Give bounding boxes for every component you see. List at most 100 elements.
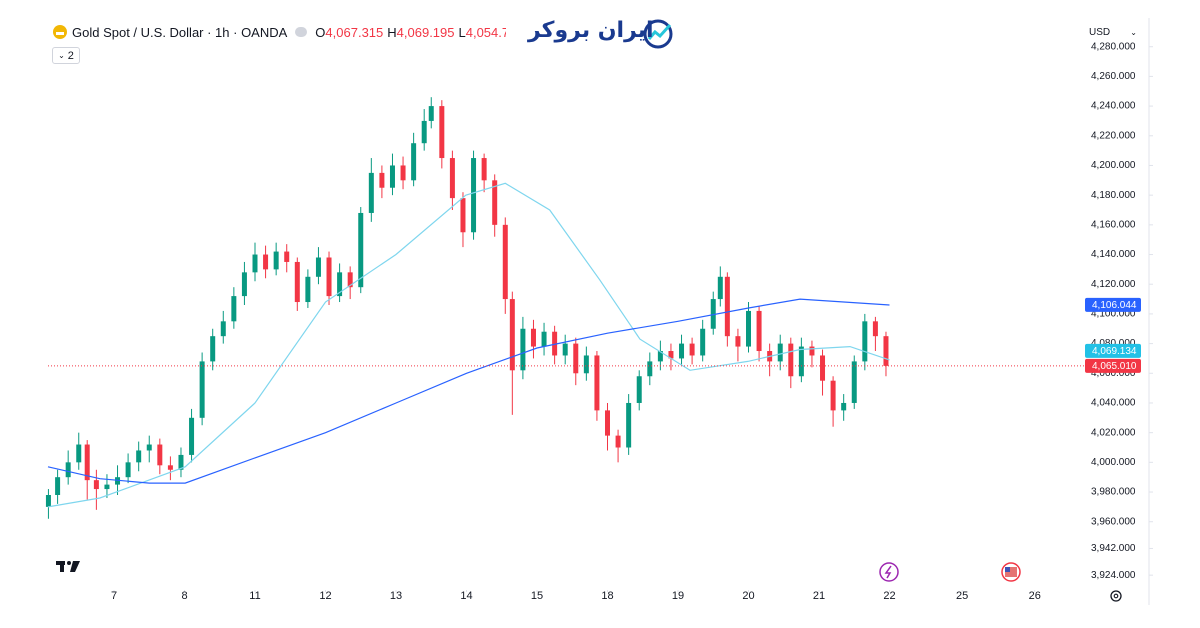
candle-body [379,172,385,188]
candle-body [294,261,300,303]
y-tick-label: 4,120.000 [1091,279,1136,290]
candle-body [756,310,762,352]
moving-average [47,298,890,484]
candle-body [315,257,321,277]
candle-body [284,251,290,262]
y-tick-label: 4,140.000 [1091,249,1136,260]
ohlc-value: 4,067.315 [325,24,384,40]
candle-body [241,272,247,297]
candle-body [178,454,184,470]
candle-body [252,254,258,273]
x-tick-label: 14 [460,590,472,602]
candle-body [449,158,455,199]
candle-body [851,361,857,403]
currency: USD [1089,26,1111,38]
candle-body [668,351,674,359]
x-tick-label: 18 [601,590,613,602]
y-tick-label: 4,240.000 [1091,101,1136,112]
candle-body [411,143,417,181]
symbol-name: Gold Spot / U.S. Dollar · 1h · OANDA [72,24,288,40]
y-tick-label: 4,100.000 [1091,309,1136,320]
candle-body [626,402,632,448]
candle-body [562,343,568,356]
x-tick-label: 12 [319,590,331,602]
ohlc-letter: L [458,24,466,40]
candle-body [530,328,536,347]
candle-body [210,336,216,362]
candle-body [84,444,90,481]
candle-body [220,321,226,337]
candle-body [76,444,82,463]
y-tick-label: 3,960.000 [1091,516,1136,527]
candle-body [841,402,847,411]
ohlc-value: 4,054.74 [465,24,506,40]
candle-body [93,480,99,490]
candle-body [862,321,868,362]
y-tick-label: 4,280.000 [1091,41,1136,52]
candle-body [263,254,269,270]
candle-body [583,355,589,374]
candle-body [136,450,142,463]
candle-body [273,251,279,270]
candle-body [798,346,804,377]
candle-body [746,310,751,347]
candle-body [326,257,332,297]
y-tick-label: 4,020.000 [1091,427,1136,438]
candles [45,97,889,519]
event-icon[interactable] [879,562,899,582]
candle-body [520,328,526,371]
candle-body [199,361,205,418]
currency-selector[interactable]: USD ⌄ [1085,23,1141,41]
moving-average [47,182,890,508]
candle-body [509,299,515,371]
candle-body [45,495,51,507]
tradingview-logo [56,561,80,572]
price-tag [1085,343,1141,358]
event-icon[interactable] [1001,562,1021,582]
ohlc-letter: H [387,24,397,40]
candle-body [679,343,685,359]
candle-body [104,484,110,490]
candle-body [55,477,61,495]
candle-body [872,321,878,337]
x-tick-label: 22 [883,590,895,602]
x-tick-label: 25 [956,590,968,602]
brand-name: ایران بروکر [528,18,654,43]
x-tick-label: 21 [813,590,825,602]
candle-body [389,165,395,188]
candle-body [820,355,826,381]
symbol-icon [53,25,67,39]
candle-body [492,180,498,225]
price-tag-label: 4,106.044 [1092,300,1137,311]
candle-body [157,444,163,466]
indicators-count: 2 [67,49,74,62]
candle-body [347,272,353,288]
candle-body [231,296,237,322]
x-tick-label: 8 [181,590,187,602]
indicators-toggle[interactable]: ⌄ 2 [52,47,80,64]
candle-body [189,417,195,455]
candle-body [65,462,71,478]
candle-body [439,106,445,159]
y-tick-label: 4,080.000 [1091,338,1136,349]
x-tick-label: 11 [249,590,260,602]
candle-body [883,336,889,366]
x-tick-label: 19 [672,590,684,602]
x-tick-label: 20 [742,590,754,602]
candle-body [115,477,121,485]
y-tick-label: 3,942.000 [1091,543,1136,554]
candle-body [125,462,131,478]
y-tick-label: 3,980.000 [1091,487,1136,498]
x-tick-label: 7 [111,590,117,602]
candle-body [305,276,311,303]
y-tick-label: 4,180.000 [1091,190,1136,201]
candle-body [830,380,836,411]
candle-body [502,224,508,300]
candle-body [552,331,558,356]
y-tick-label: 4,040.000 [1091,398,1136,409]
candle-body [710,299,716,329]
settings-icon[interactable] [1110,590,1122,602]
candle-body [146,444,152,451]
candle-body [724,276,730,337]
candle-body [689,343,695,356]
